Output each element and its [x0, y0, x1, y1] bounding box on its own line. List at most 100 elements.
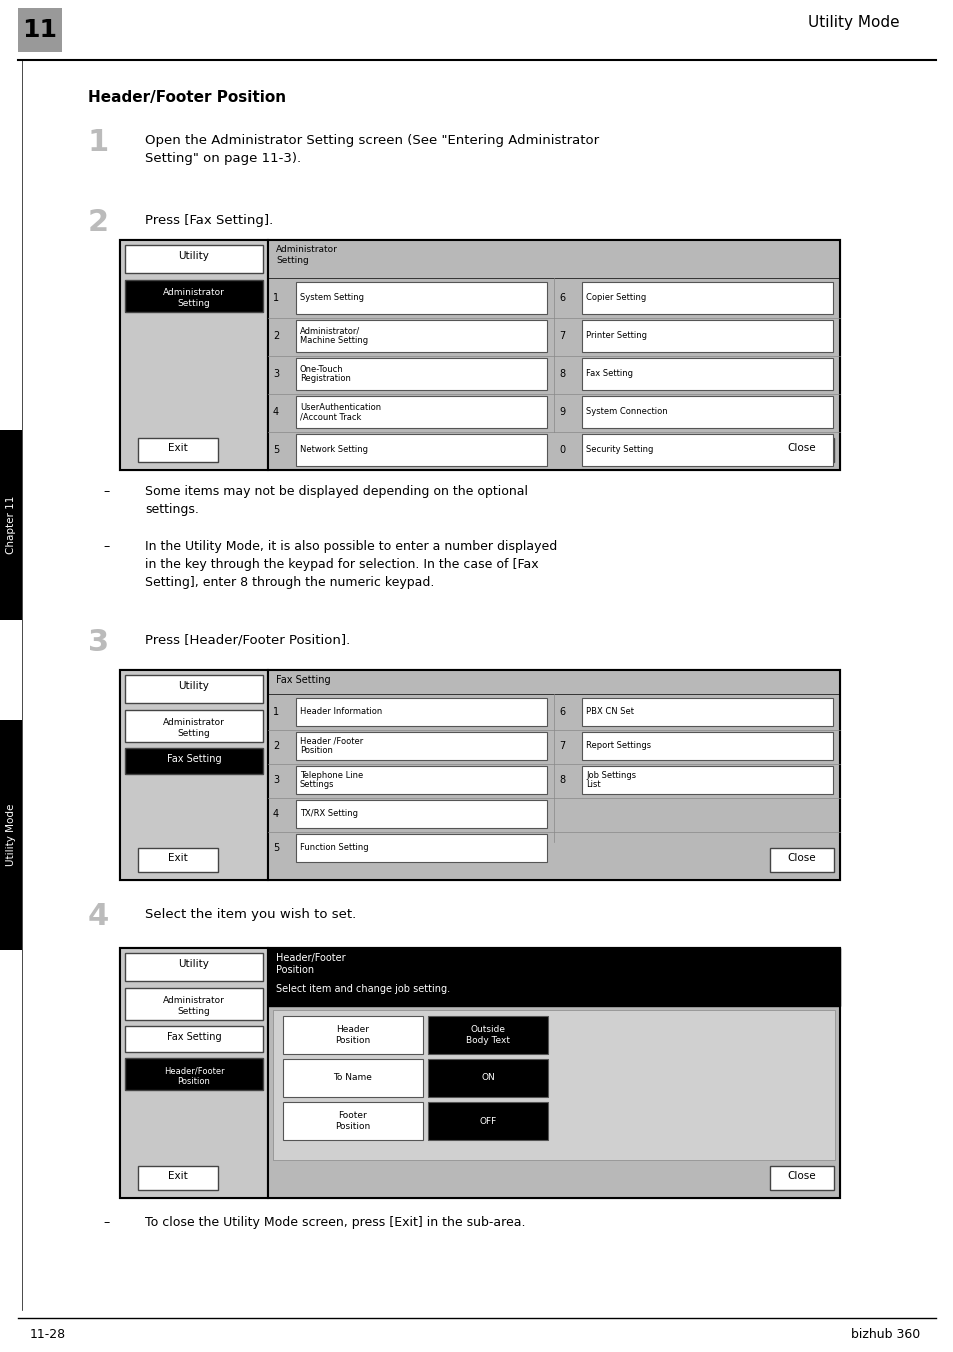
Bar	[581, 320, 832, 352]
Text: –: –	[103, 485, 110, 498]
Text: Select item and change job setting.: Select item and change job setting.	[275, 984, 450, 994]
Bar	[769, 848, 833, 872]
Text: 6: 6	[558, 707, 564, 717]
Text: Printer Setting: Printer Setting	[585, 331, 646, 341]
Text: 8: 8	[558, 775, 564, 786]
Text: Press [Header/Footer Position].: Press [Header/Footer Position].	[145, 634, 350, 648]
Bar	[769, 438, 833, 462]
Bar	[268, 948, 840, 1198]
Text: 11: 11	[23, 18, 57, 42]
Text: Job Settings
List: Job Settings List	[585, 771, 636, 790]
Bar	[125, 1026, 263, 1052]
Text: –: –	[103, 1215, 110, 1229]
Bar	[428, 1059, 547, 1096]
Bar	[120, 948, 268, 1198]
Text: Close: Close	[787, 1171, 816, 1182]
Bar	[428, 1015, 547, 1055]
Text: To Name: To Name	[334, 1073, 372, 1083]
Bar	[581, 358, 832, 389]
Text: 5: 5	[273, 844, 279, 853]
Text: TX/RX Setting: TX/RX Setting	[299, 810, 357, 818]
Bar	[581, 767, 832, 794]
Bar	[581, 698, 832, 726]
Text: 6: 6	[558, 293, 564, 303]
Bar	[295, 283, 546, 314]
Text: Administrator/
Machine Setting: Administrator/ Machine Setting	[299, 327, 368, 345]
Bar	[769, 1165, 833, 1190]
Bar	[268, 241, 840, 470]
Bar	[125, 1059, 263, 1090]
Text: 7: 7	[558, 331, 565, 341]
Text: 5: 5	[273, 445, 279, 456]
Text: Security Setting: Security Setting	[585, 446, 653, 454]
Text: ON: ON	[480, 1073, 495, 1083]
Bar	[120, 241, 840, 470]
Text: Utility Mode: Utility Mode	[6, 804, 16, 867]
Bar	[295, 396, 546, 429]
Bar	[283, 1059, 422, 1096]
Bar	[125, 710, 263, 742]
Text: PBX CN Set: PBX CN Set	[585, 707, 634, 717]
Bar	[125, 675, 263, 703]
Text: One-Touch
Registration: One-Touch Registration	[299, 365, 351, 384]
Text: 3: 3	[273, 775, 279, 786]
Text: 0: 0	[558, 445, 564, 456]
Bar	[581, 396, 832, 429]
Text: Exit: Exit	[168, 443, 188, 453]
Bar	[138, 848, 218, 872]
Bar	[428, 1102, 547, 1140]
Bar	[295, 358, 546, 389]
Bar	[125, 280, 263, 312]
Bar	[0, 721, 22, 950]
Text: Exit: Exit	[168, 1171, 188, 1182]
Text: 4: 4	[273, 808, 279, 819]
Text: Fax Setting: Fax Setting	[167, 1032, 221, 1042]
Bar	[120, 948, 840, 1198]
Text: 9: 9	[558, 407, 564, 416]
Text: 3: 3	[273, 369, 279, 379]
Text: Close: Close	[787, 853, 816, 863]
Text: Header/Footer
Position: Header/Footer Position	[275, 953, 345, 975]
Bar	[18, 8, 62, 51]
Text: Header /Footer
Position: Header /Footer Position	[299, 737, 363, 756]
Text: OFF: OFF	[478, 1117, 497, 1125]
Bar	[581, 283, 832, 314]
Bar	[581, 731, 832, 760]
Text: Footer
Position: Footer Position	[335, 1111, 370, 1130]
Text: UserAuthentication
/Account Track: UserAuthentication /Account Track	[299, 403, 381, 422]
Text: Press [Fax Setting].: Press [Fax Setting].	[145, 214, 273, 227]
Text: 2: 2	[88, 208, 109, 237]
Text: Function Setting: Function Setting	[299, 844, 368, 853]
Text: Exit: Exit	[168, 853, 188, 863]
Text: Open the Administrator Setting screen (See "Entering Administrator
Setting" on p: Open the Administrator Setting screen (S…	[145, 134, 598, 165]
Bar	[295, 698, 546, 726]
Text: Fax Setting: Fax Setting	[585, 369, 633, 379]
Text: bizhub 360: bizhub 360	[850, 1328, 919, 1341]
Text: 1: 1	[273, 707, 279, 717]
Text: 4: 4	[88, 902, 110, 932]
Text: Utility: Utility	[178, 251, 210, 261]
Text: Header
Position: Header Position	[335, 1025, 370, 1045]
Text: Copier Setting: Copier Setting	[585, 293, 645, 303]
Bar	[295, 434, 546, 466]
Text: Close: Close	[787, 443, 816, 453]
Text: Utility: Utility	[178, 681, 210, 691]
Text: 2: 2	[273, 331, 279, 341]
Text: Chapter 11: Chapter 11	[6, 496, 16, 554]
Text: 1: 1	[273, 293, 279, 303]
Text: Administrator
Setting: Administrator Setting	[163, 996, 225, 1017]
Text: Utility: Utility	[178, 959, 210, 969]
Text: Header/Footer
Position: Header/Footer Position	[164, 1065, 224, 1086]
Bar	[120, 241, 268, 470]
Text: Fax Setting: Fax Setting	[275, 675, 331, 685]
Text: System Setting: System Setting	[299, 293, 364, 303]
Bar	[295, 320, 546, 352]
Text: 7: 7	[558, 741, 565, 750]
Bar	[295, 800, 546, 827]
Text: Header Information: Header Information	[299, 707, 382, 717]
Text: Utility Mode: Utility Mode	[807, 15, 899, 30]
Text: Fax Setting: Fax Setting	[167, 754, 221, 764]
Text: Telephone Line
Settings: Telephone Line Settings	[299, 771, 363, 790]
Text: Outside
Body Text: Outside Body Text	[465, 1025, 510, 1045]
Bar	[125, 988, 263, 1019]
